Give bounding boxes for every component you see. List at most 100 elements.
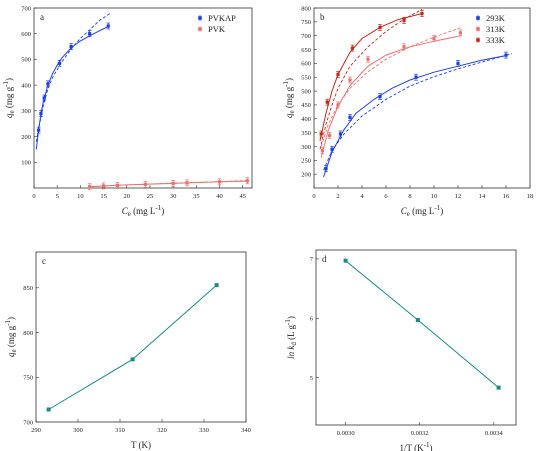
- y-tick-label: 800: [23, 330, 33, 337]
- y-axis-label: qe (mg g-1): [282, 78, 296, 118]
- plot-frame: [33, 7, 253, 189]
- chart-panel-c: c 290 300 310 320 330 340 700 750 800 850 T (K) qe (…: [4, 251, 251, 450]
- x-tick-label: 330: [199, 427, 209, 434]
- data-point: [320, 149, 324, 153]
- data-point: [39, 111, 43, 116]
- freundlich-fit-line: [35, 12, 111, 142]
- series-line: [46, 283, 219, 412]
- y-tick-label: 500: [21, 57, 31, 64]
- x-tick-label: 16: [503, 193, 510, 200]
- x-tick-label: 40: [216, 193, 223, 200]
- data-point: [325, 100, 329, 104]
- data-point: [171, 181, 175, 185]
- freundlich-fit-line: [319, 9, 423, 150]
- data-point: [88, 32, 92, 36]
- y-tick-label: 450: [301, 102, 311, 109]
- data-point: [415, 318, 420, 322]
- x-tick-label: 12: [455, 193, 462, 200]
- x-tick-label: 0.0034: [485, 430, 504, 437]
- data-point: [420, 11, 424, 16]
- x-axis-label: 1/T (K-1): [400, 441, 433, 451]
- legend-label: 313K: [486, 24, 506, 34]
- data-point: [324, 167, 328, 171]
- x-tick-label: 0: [32, 193, 35, 200]
- y-tick-label: 400: [301, 116, 311, 123]
- data-point: [106, 24, 110, 28]
- x-tick-label: 5: [56, 193, 59, 200]
- x-tick-label: 45: [239, 193, 246, 200]
- y-axis-label: qe (mg g-1): [4, 317, 18, 357]
- data-point: [42, 96, 46, 100]
- langmuir-fit-line: [89, 180, 248, 188]
- x-axis-label: Ce (mg L-1): [122, 204, 164, 218]
- y-tick-label: 700: [21, 5, 31, 12]
- series-pvkap: [35, 12, 111, 150]
- series-333k: [319, 9, 424, 150]
- y-tick-label: 750: [23, 375, 33, 382]
- data-point: [414, 75, 418, 79]
- plot-frame: [313, 7, 531, 189]
- data-point: [402, 18, 406, 23]
- data-point: [402, 45, 406, 49]
- data-point: [348, 78, 352, 82]
- data-point: [185, 181, 189, 185]
- data-point: [57, 61, 62, 65]
- legend-label: PVK: [208, 24, 226, 34]
- x-tick-label: 25: [147, 193, 154, 200]
- y-tick-label: 650: [301, 47, 311, 54]
- data-point: [319, 132, 323, 136]
- y-tick-label: 600: [301, 61, 311, 68]
- x-tick-label: 320: [157, 427, 167, 434]
- data-point: [245, 179, 249, 183]
- plot-frame: [315, 249, 517, 426]
- x-tick-label: 310: [115, 427, 125, 434]
- y-tick-label: 250: [301, 158, 311, 165]
- x-tick-label: 6: [384, 193, 388, 200]
- x-tick-label: 340: [241, 427, 251, 434]
- langmuir-fit-line: [35, 26, 109, 150]
- legend-label: PVKAP: [208, 13, 236, 23]
- x-tick-label: 10: [431, 193, 438, 200]
- series-line: [48, 284, 217, 410]
- freundlich-fit-line: [323, 53, 513, 171]
- data-point: [336, 72, 340, 77]
- x-axis-label: Ce (mg L-1): [401, 204, 443, 218]
- freundlich-fit-line: [320, 26, 462, 147]
- y-tick-label: 200: [301, 171, 311, 178]
- x-tick-label: 300: [73, 427, 83, 434]
- x-tick-label: 30: [170, 193, 177, 200]
- y-tick-label: 6: [310, 316, 314, 323]
- data-point: [343, 258, 348, 263]
- x-axis-label: T (K): [131, 440, 151, 450]
- data-point: [336, 103, 340, 107]
- y-tick-label: 300: [301, 144, 311, 151]
- y-tick-label: 750: [301, 19, 311, 26]
- x-tick-label: 0.0030: [337, 430, 355, 437]
- x-tick-label: 0: [312, 193, 315, 200]
- legend-label: 293K: [486, 13, 506, 23]
- legend-label: 333K: [486, 35, 506, 45]
- chart-panel-a: a 0 5 10 15 20 25 30 35 40 45 100 200 300 400 500 600 700…: [2, 5, 253, 218]
- y-tick-label: 800: [301, 5, 311, 12]
- y-tick-label: 600: [21, 31, 31, 38]
- y-tick-label: 100: [21, 160, 31, 167]
- x-tick-label: 2: [336, 193, 339, 200]
- data-point: [88, 185, 92, 189]
- data-point: [115, 183, 120, 188]
- data-point: [328, 133, 332, 137]
- series-293k: [323, 51, 513, 178]
- x-tick-label: 15: [100, 193, 107, 200]
- series-pvk: [87, 177, 250, 191]
- y-tick-label: 5: [310, 375, 313, 382]
- series-313k: [320, 26, 463, 158]
- data-point: [350, 46, 354, 50]
- y-tick-label: 350: [301, 130, 311, 137]
- data-point: [366, 57, 370, 61]
- langmuir-fit-line: [320, 35, 461, 158]
- x-tick-label: 290: [31, 427, 41, 434]
- data-point: [101, 184, 106, 188]
- x-tick-label: 14: [479, 193, 486, 200]
- data-point: [214, 283, 219, 288]
